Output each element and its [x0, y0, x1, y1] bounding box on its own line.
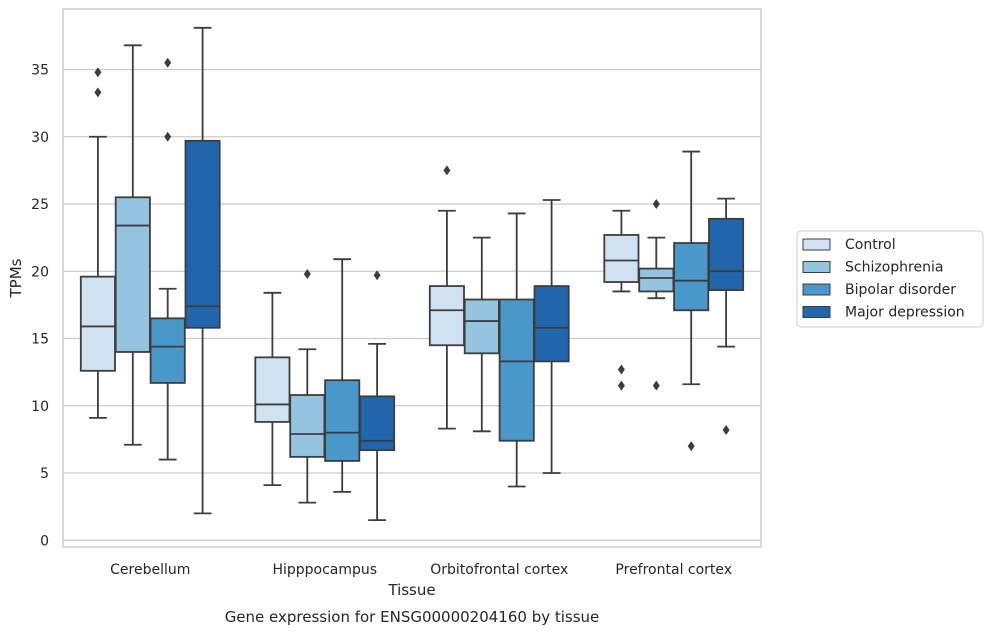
x-axis-label: Tissue [387, 581, 435, 599]
y-tick-label: 25 [31, 197, 49, 213]
box-plot [533, 199, 570, 474]
box-plot [673, 150, 710, 452]
outlier-point [94, 87, 102, 98]
box-plot [708, 197, 745, 435]
box-iqr [463, 298, 500, 355]
box-plot [114, 44, 151, 446]
x-tick-label: Prefrontal cortex [615, 562, 732, 578]
box-iqr [428, 285, 465, 347]
chart-caption: Gene expression for ENSG00000204160 by t… [225, 608, 600, 626]
y-tick-label: 0 [40, 533, 49, 549]
series-major-depression [184, 26, 745, 521]
legend: Control Schizophrenia Bipolar disorder Majo… [796, 230, 984, 328]
y-tick-label: 15 [31, 332, 49, 348]
y-tick-label: 5 [40, 466, 49, 482]
box-plot [359, 270, 396, 521]
legend-label: Schizophrenia [845, 260, 943, 276]
box-iqr [708, 217, 745, 292]
box-iqr [114, 196, 151, 353]
x-tick-label: Orbitofrontal cortex [430, 562, 568, 578]
box-plot [428, 165, 465, 430]
series-schizophrenia [114, 44, 675, 504]
box-plot [79, 67, 116, 419]
y-axis-label: TPMs [7, 258, 25, 298]
box-iqr [603, 234, 640, 283]
x-tick-labels: Cerebellum Hipppocampus Orbitofrontal cort… [110, 562, 732, 578]
legend-label: Bipolar disorder [845, 282, 956, 298]
box-iqr [79, 275, 116, 372]
outlier-point [617, 380, 625, 391]
legend-box [796, 230, 984, 328]
box-iqr [673, 242, 710, 312]
outlier-point [722, 424, 730, 435]
outlier-point [164, 57, 172, 68]
series-control [79, 67, 640, 487]
outlier-point [373, 270, 381, 281]
y-tick-label: 35 [31, 63, 49, 79]
box-plot [638, 199, 675, 391]
outlier-point [164, 131, 172, 142]
plot-frame [62, 8, 762, 548]
x-tick-label: Hipppocampus [272, 562, 377, 578]
outlier-point [94, 67, 102, 78]
outlier-point [652, 380, 660, 391]
box-plot [254, 291, 291, 487]
box-iqr [149, 317, 186, 384]
box-iqr [533, 285, 570, 363]
legend-swatch [802, 238, 831, 251]
box-iqr [254, 356, 291, 423]
box-iqr [324, 379, 361, 462]
legend-swatch [802, 283, 831, 296]
legend-label: Control [845, 237, 896, 253]
box-plot [289, 268, 326, 504]
y-tick-labels: 0 5 10 15 20 25 30 35 [31, 63, 49, 550]
outlier-point [687, 441, 695, 452]
legend-swatch [802, 306, 831, 318]
y-tick-label: 20 [31, 264, 49, 280]
box-series-layer [79, 26, 745, 521]
series-bipolar-disorder [149, 57, 710, 493]
outlier-point [303, 268, 311, 279]
outlier-point [652, 199, 660, 210]
box-iqr [638, 267, 675, 293]
box-plot [463, 236, 500, 433]
box-iqr [498, 298, 535, 442]
box-plot [184, 26, 221, 515]
box-plot [324, 258, 361, 493]
outlier-point [617, 364, 625, 375]
box-iqr [359, 395, 396, 452]
box-plot [149, 57, 186, 461]
y-tick-label: 10 [31, 399, 49, 415]
outlier-point [443, 165, 451, 176]
legend-label: Major depression [845, 305, 965, 321]
box-iqr [184, 139, 221, 329]
x-tick-label: Cerebellum [110, 562, 190, 578]
box-iqr [289, 394, 326, 458]
box-plot [498, 212, 535, 488]
y-tick-label: 30 [31, 130, 49, 146]
box-plot [603, 209, 640, 391]
legend-swatch [802, 261, 831, 273]
